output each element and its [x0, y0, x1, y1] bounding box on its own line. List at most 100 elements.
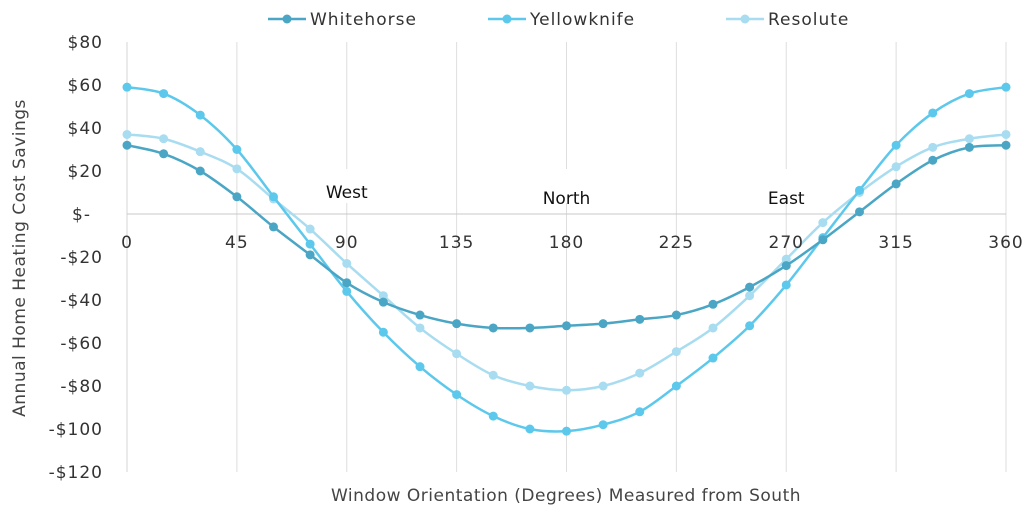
data-point-yellowknife	[964, 89, 974, 99]
annotation-backdrop	[267, 169, 426, 203]
data-point-whitehorse	[781, 261, 791, 271]
legend-label-resolute: Resolute	[768, 10, 849, 30]
data-point-whitehorse	[598, 319, 608, 329]
legend-label-yellowknife: Yellowknife	[529, 10, 635, 30]
data-point-resolute	[818, 218, 828, 228]
data-point-resolute	[452, 349, 462, 359]
x-tick-label: 135	[439, 233, 474, 253]
data-point-yellowknife	[488, 411, 498, 421]
legend-marker-yellowknife	[502, 14, 512, 24]
data-point-resolute	[195, 147, 205, 157]
data-point-whitehorse	[525, 323, 535, 333]
data-point-whitehorse	[562, 321, 571, 331]
data-point-resolute	[1001, 129, 1011, 139]
data-point-yellowknife	[159, 89, 169, 99]
data-point-yellowknife	[745, 321, 755, 331]
x-tick-label: 45	[225, 233, 249, 253]
data-point-whitehorse	[745, 282, 755, 292]
data-point-yellowknife	[1001, 82, 1011, 92]
y-tick-label: -$60	[60, 334, 103, 354]
legend-marker-resolute	[740, 14, 750, 24]
data-point-whitehorse	[232, 192, 242, 202]
data-point-whitehorse	[269, 222, 278, 232]
y-tick-label: $40	[68, 119, 103, 139]
y-tick-label: -$100	[49, 420, 103, 440]
y-tick-label: -$120	[49, 463, 103, 483]
data-point-yellowknife	[708, 353, 718, 363]
data-point-whitehorse	[452, 319, 462, 329]
data-point-resolute	[525, 381, 535, 391]
data-point-resolute	[745, 291, 755, 301]
data-point-resolute	[598, 381, 608, 391]
x-tick-label: 360	[988, 233, 1023, 253]
annotations: West North East	[267, 169, 866, 209]
data-point-yellowknife	[415, 362, 425, 372]
data-point-yellowknife	[269, 192, 278, 202]
data-point-whitehorse	[488, 323, 498, 333]
data-point-whitehorse	[928, 155, 938, 165]
data-point-yellowknife	[598, 420, 608, 430]
legend: Whitehorse Yellowknife Resolute	[268, 10, 849, 30]
annotation-east: East	[768, 189, 805, 209]
data-point-whitehorse	[378, 297, 388, 307]
data-point-yellowknife	[305, 239, 315, 249]
data-point-whitehorse	[159, 149, 169, 159]
data-point-yellowknife	[781, 280, 791, 290]
data-point-yellowknife	[232, 145, 242, 154]
data-point-resolute	[928, 142, 938, 152]
data-point-yellowknife	[635, 407, 645, 417]
x-tick-label: 315	[878, 233, 913, 253]
data-point-whitehorse	[635, 314, 645, 324]
data-point-whitehorse	[671, 310, 681, 320]
x-axis-title: Window Orientation (Degrees) Measured fr…	[331, 486, 801, 506]
data-point-resolute	[891, 162, 901, 172]
data-point-yellowknife	[928, 108, 938, 118]
tick-labels: $80 $60 $40 $20 $- -$20 -$40 -$60 -$80 -$100 -$120…	[49, 33, 1023, 483]
x-tick-label: 270	[769, 233, 804, 253]
data-point-whitehorse	[1001, 140, 1011, 150]
grid	[236, 42, 1007, 472]
x-tick-label: 90	[335, 233, 359, 253]
y-tick-label: $20	[68, 162, 103, 182]
y-tick-label: $60	[68, 76, 103, 96]
y-axis-title: Annual Home Heating Cost Savings	[10, 99, 30, 417]
annotation-backdrop	[707, 169, 866, 203]
data-point-resolute	[671, 347, 681, 357]
data-point-whitehorse	[122, 140, 132, 150]
data-point-resolute	[964, 134, 974, 144]
data-point-yellowknife	[891, 140, 901, 150]
data-point-resolute	[415, 323, 425, 333]
data-point-whitehorse	[891, 179, 901, 189]
x-tick-label: 0	[121, 233, 133, 253]
y-tick-label: $80	[68, 33, 103, 53]
annotation-backdrop	[481, 169, 652, 203]
data-point-whitehorse	[818, 235, 828, 245]
data-point-resolute	[562, 385, 571, 395]
data-point-yellowknife	[342, 286, 352, 296]
y-tick-label: $-	[72, 205, 91, 225]
data-point-resolute	[635, 368, 645, 378]
x-tick-label: 180	[549, 233, 584, 253]
series-lines	[122, 82, 1011, 436]
data-point-whitehorse	[708, 299, 718, 309]
data-point-resolute	[159, 134, 169, 144]
data-point-yellowknife	[195, 110, 205, 120]
data-point-whitehorse	[964, 142, 974, 152]
data-point-whitehorse	[305, 250, 315, 260]
data-point-resolute	[378, 291, 388, 301]
annotation-west: West	[326, 183, 368, 203]
legend-label-whitehorse: Whitehorse	[310, 10, 417, 30]
data-point-resolute	[708, 323, 718, 333]
data-point-yellowknife	[671, 381, 681, 391]
data-point-whitehorse	[195, 166, 205, 176]
data-point-resolute	[305, 224, 315, 234]
data-point-yellowknife	[562, 426, 571, 436]
data-point-yellowknife	[525, 424, 535, 434]
legend-marker-whitehorse	[282, 14, 292, 24]
annotation-north: North	[543, 189, 591, 209]
data-point-yellowknife	[378, 327, 388, 337]
data-point-resolute	[342, 258, 352, 268]
data-point-whitehorse	[855, 207, 864, 217]
data-point-resolute	[122, 129, 132, 139]
